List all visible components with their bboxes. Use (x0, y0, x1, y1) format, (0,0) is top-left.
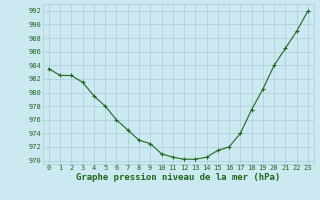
X-axis label: Graphe pression niveau de la mer (hPa): Graphe pression niveau de la mer (hPa) (76, 173, 281, 182)
